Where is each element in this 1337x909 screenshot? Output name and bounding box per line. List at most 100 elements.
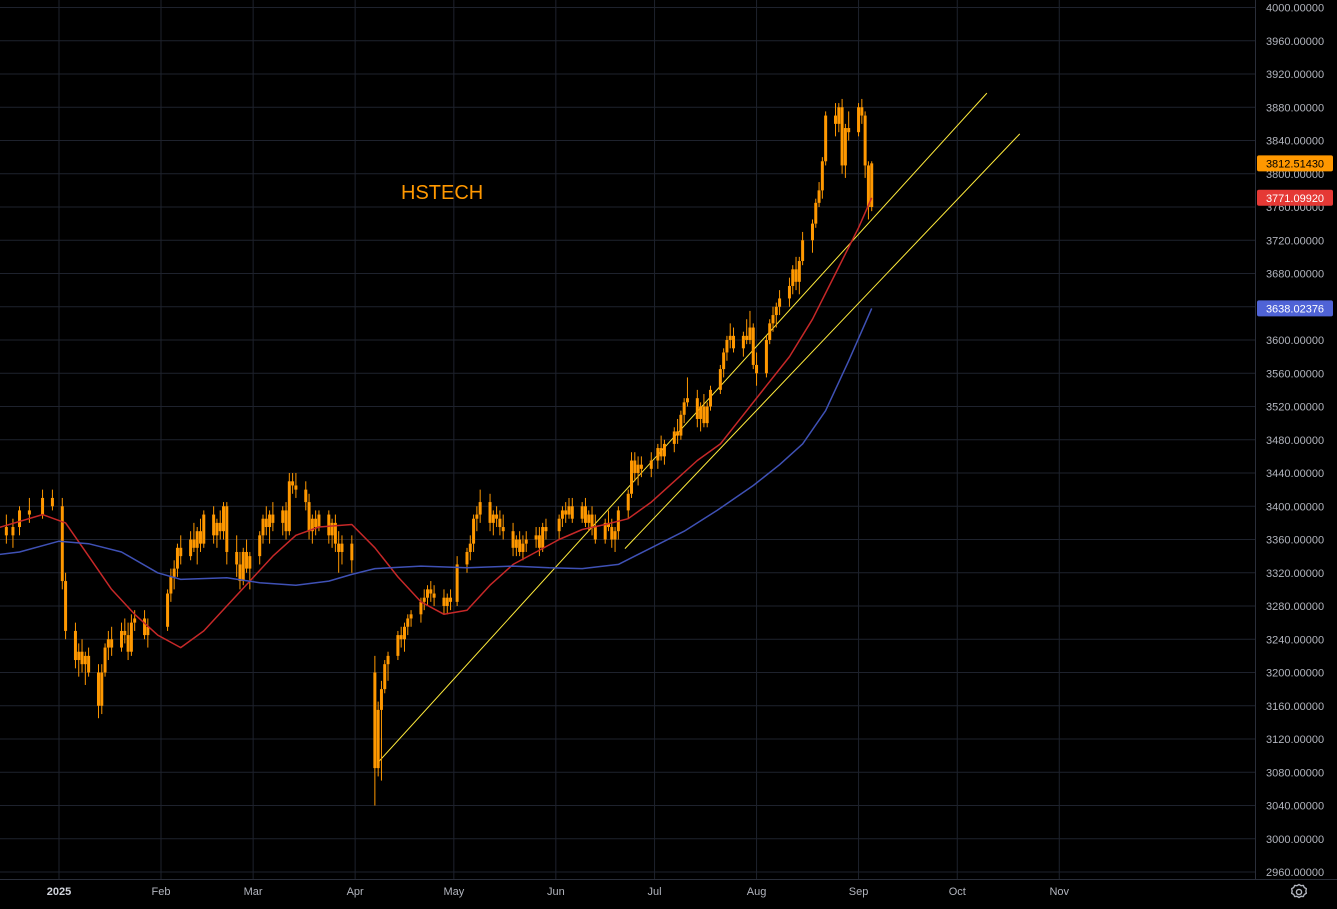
candle-body — [570, 506, 574, 519]
trend-line — [624, 133, 1021, 549]
candle-body — [478, 502, 482, 515]
candle-body — [672, 431, 676, 444]
x-tick-label: Oct — [949, 886, 966, 898]
y-tick-label: 3000.00000 — [1266, 834, 1324, 846]
candle-body — [27, 510, 31, 515]
candle-body — [327, 514, 331, 536]
candle-body — [80, 651, 84, 665]
candle-body — [143, 618, 147, 636]
candle-body — [613, 531, 617, 540]
candle-body — [386, 655, 390, 665]
trend-line — [377, 92, 988, 763]
candle-body — [606, 522, 610, 528]
y-tick-label: 3800.00000 — [1266, 169, 1324, 181]
candle-body — [801, 240, 805, 262]
candle-body — [314, 518, 318, 528]
y-tick-label: 3560.00000 — [1266, 368, 1324, 380]
candle-body — [699, 406, 703, 419]
candle-body — [64, 581, 68, 631]
y-tick-label: 3720.00000 — [1266, 235, 1324, 247]
candle-body — [202, 514, 206, 544]
candle-body — [271, 514, 275, 523]
candle-body — [488, 502, 492, 523]
candle-body — [245, 551, 249, 569]
candle-body — [429, 589, 433, 594]
x-tick-label: Jun — [547, 886, 565, 898]
candle-body — [728, 335, 732, 340]
candle-body — [847, 128, 851, 133]
candle-body — [560, 510, 564, 519]
candle-body — [695, 398, 699, 419]
candle-body — [195, 531, 199, 548]
price-badge — [1257, 189, 1333, 206]
candle-body — [284, 510, 288, 532]
price-badge-label: 3771.09920 — [1266, 193, 1324, 205]
candle-body — [402, 626, 406, 640]
price-badge-label: 3638.02376 — [1266, 303, 1324, 315]
candle-body — [603, 522, 607, 540]
x-tick-label: May — [443, 886, 464, 898]
candle-body — [468, 543, 472, 552]
candle-body — [745, 335, 749, 340]
candle-body — [350, 543, 354, 561]
candle-body — [406, 618, 410, 627]
price-axis[interactable]: 4000.00000 3960.00000 3920.00000 3880.00000… — [1266, 3, 1324, 880]
candle-body — [261, 518, 265, 536]
candle-body — [442, 597, 446, 606]
candle-body — [863, 115, 867, 166]
candle-body — [215, 522, 219, 536]
candle-body — [123, 630, 127, 636]
candle-body — [659, 448, 663, 457]
time-axis[interactable]: 2025 Feb Mar Apr May Jun Jul Aug Sep Oct Nov — [47, 886, 1070, 898]
candle-body — [50, 497, 54, 507]
candle-body — [633, 460, 637, 473]
candle-body — [83, 655, 87, 665]
x-tick-label: Mar — [244, 886, 263, 898]
y-tick-label: 3280.00000 — [1266, 601, 1324, 613]
candle-body — [843, 128, 847, 166]
candle-body — [676, 431, 680, 436]
y-tick-label: 3840.00000 — [1266, 136, 1324, 148]
candle-body — [837, 107, 841, 124]
y-tick-label: 3400.00000 — [1266, 501, 1324, 513]
candle-body — [732, 335, 736, 349]
candle-body — [768, 323, 772, 340]
candle-body — [475, 514, 479, 519]
candle-body — [778, 298, 782, 307]
candle-body — [544, 527, 548, 532]
candle-body — [725, 340, 729, 353]
candle-body — [495, 514, 499, 519]
candle-body — [18, 510, 22, 528]
candle-body — [537, 535, 541, 548]
candle-body — [840, 107, 844, 166]
y-tick-label: 3360.00000 — [1266, 535, 1324, 547]
candle-body — [656, 448, 660, 461]
candle-body — [751, 327, 755, 365]
candle-body — [396, 635, 400, 656]
candle-body — [106, 639, 110, 648]
candle-body — [857, 107, 861, 133]
y-tick-label: 3040.00000 — [1266, 801, 1324, 813]
candle-body — [304, 489, 308, 503]
candle-body — [514, 539, 518, 548]
y-tick-label: 3320.00000 — [1266, 568, 1324, 580]
x-tick-label: Sep — [849, 886, 869, 898]
candle-body — [824, 115, 828, 162]
candlesticks — [4, 98, 874, 806]
candle-body — [169, 576, 173, 594]
candle-body — [399, 635, 403, 640]
symbol-label: HSTECH — [401, 182, 483, 204]
candle-body — [333, 522, 337, 544]
candle-body — [310, 518, 314, 532]
candle-body — [419, 601, 423, 615]
candle-body — [307, 502, 311, 532]
candle-body — [791, 269, 795, 286]
candle-body — [465, 551, 469, 565]
candle-body — [860, 107, 864, 116]
candle-body — [498, 518, 502, 528]
chart-settings-button[interactable] — [1287, 880, 1311, 904]
candle-body — [432, 593, 436, 598]
candle-body — [120, 630, 124, 648]
candle-body — [564, 510, 568, 515]
